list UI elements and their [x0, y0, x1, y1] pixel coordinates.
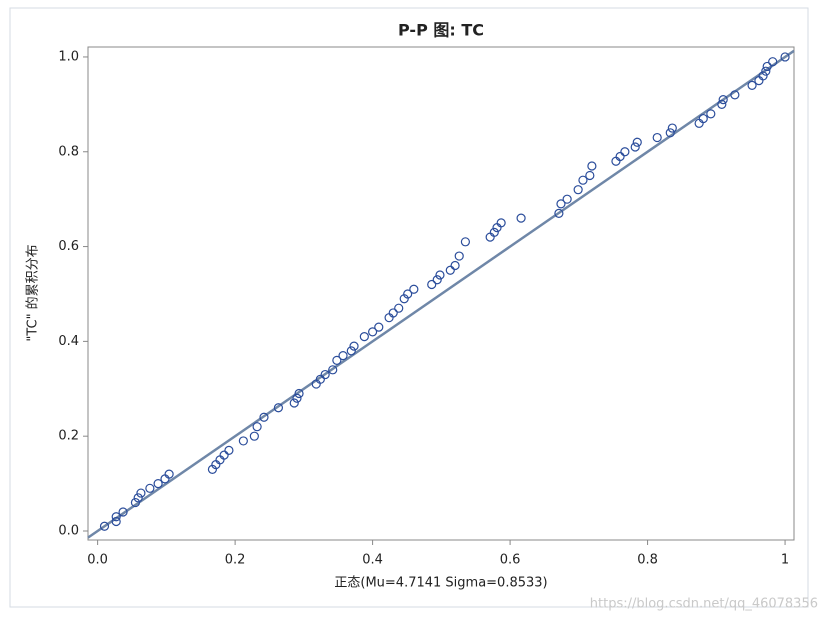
- x-tick-label: 0.0: [87, 553, 108, 568]
- point: [615, 151, 625, 162]
- y-tick-label: 1.0: [58, 49, 79, 64]
- point: [717, 99, 727, 109]
- point: [573, 185, 583, 195]
- point: [315, 374, 325, 384]
- point: [761, 66, 771, 76]
- point: [403, 289, 413, 299]
- point: [489, 227, 499, 237]
- point: [445, 265, 455, 275]
- point: [99, 521, 110, 531]
- chart-title: P-P 图: TC: [398, 21, 484, 40]
- point: [111, 512, 121, 522]
- point: [374, 322, 384, 332]
- y-tick-label: 0.2: [58, 429, 79, 444]
- point: [698, 113, 708, 124]
- point: [249, 431, 259, 441]
- point: [133, 493, 143, 503]
- point: [667, 123, 677, 133]
- point: [762, 61, 772, 72]
- point: [349, 341, 359, 351]
- x-axis-label: 正态(Mu=4.7141 Sigma=0.8533): [334, 576, 547, 591]
- point: [435, 270, 445, 280]
- point: [620, 147, 630, 157]
- point: [454, 251, 464, 261]
- plot-area: [87, 46, 795, 541]
- point: [219, 450, 229, 460]
- point: [460, 237, 471, 247]
- y-tick-label: 0.0: [58, 523, 79, 538]
- point: [118, 507, 128, 517]
- point: [632, 137, 642, 147]
- point: [587, 161, 597, 171]
- point: [136, 488, 146, 498]
- watermark: https://blog.csdn.net/qq_46078356: [590, 597, 818, 612]
- point: [346, 346, 356, 356]
- y-tick-label: 0.4: [58, 334, 79, 349]
- point: [780, 52, 790, 62]
- point: [758, 71, 768, 81]
- x-tick-label: 0.4: [362, 553, 383, 568]
- point: [289, 398, 299, 408]
- point: [388, 308, 398, 318]
- reference-line: [87, 49, 795, 539]
- point: [273, 403, 284, 413]
- point: [578, 175, 588, 185]
- point: [496, 218, 506, 228]
- point: [450, 260, 460, 271]
- point: [252, 422, 262, 432]
- point: [516, 213, 526, 223]
- point: [224, 445, 234, 456]
- point: [427, 279, 437, 290]
- y-axis-label: "TC" 的累积分布: [25, 244, 41, 341]
- point: [394, 303, 404, 313]
- point: [328, 365, 338, 375]
- point: [164, 469, 174, 479]
- point: [367, 327, 378, 337]
- point: [768, 57, 778, 67]
- point: [562, 194, 572, 204]
- point: [585, 170, 595, 181]
- point: [718, 95, 728, 105]
- point: [294, 388, 304, 399]
- point: [145, 483, 155, 493]
- point: [554, 208, 564, 218]
- point: [630, 142, 640, 152]
- point: [238, 436, 248, 446]
- point: [432, 275, 442, 285]
- point: [747, 80, 757, 90]
- point: [130, 497, 141, 508]
- point: [359, 332, 369, 342]
- frame: [9, 7, 809, 608]
- point: [292, 393, 302, 403]
- point: [338, 350, 348, 361]
- point: [332, 355, 342, 365]
- point: [730, 90, 740, 100]
- point: [665, 128, 675, 138]
- point: [259, 412, 269, 422]
- point: [652, 132, 662, 143]
- y-tick-label: 0.8: [58, 144, 79, 159]
- x-tick-label: 0.2: [225, 553, 246, 568]
- y-tick-label: 0.6: [58, 239, 79, 254]
- x-tick-label: 0.8: [637, 553, 658, 568]
- point: [409, 284, 419, 294]
- x-tick-label: 1: [781, 553, 789, 568]
- point: [320, 369, 330, 380]
- x-tick-label: 0.6: [500, 553, 521, 568]
- point: [111, 516, 121, 527]
- point: [153, 478, 163, 489]
- point: [556, 199, 566, 209]
- point: [706, 109, 716, 119]
